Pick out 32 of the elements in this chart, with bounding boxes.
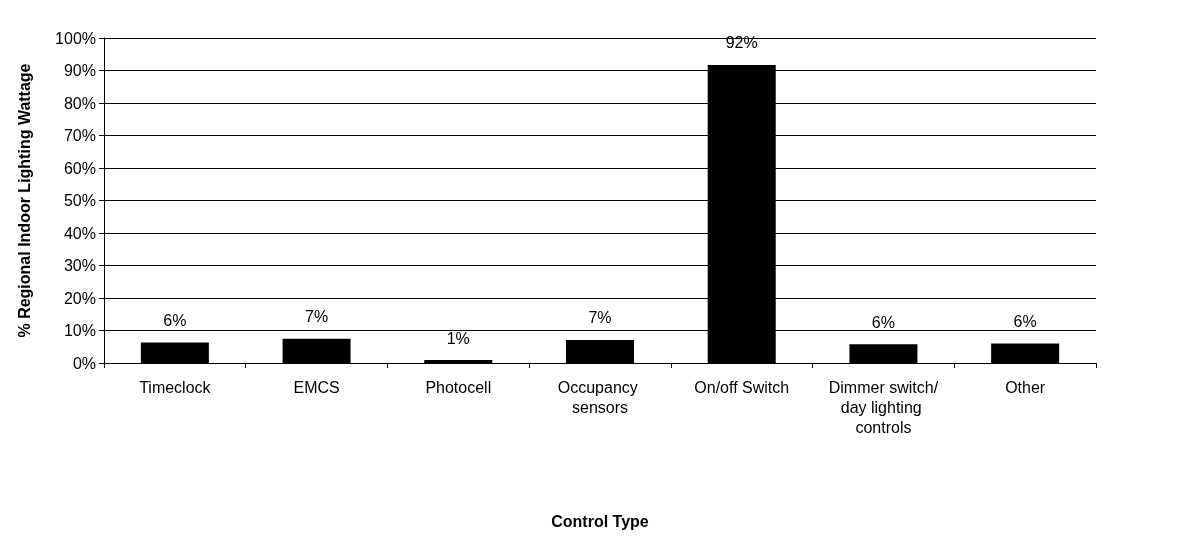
y-tick-label: 70% (63, 127, 96, 144)
y-tick-label: 80% (63, 94, 96, 112)
y-tick-label: 20% (63, 289, 96, 307)
bar (282, 338, 351, 363)
x-tick-label: Photocell (425, 378, 492, 396)
x-tick-label: Other (1005, 378, 1046, 396)
data-label: 7% (305, 308, 329, 326)
x-tick-label: On/off Switch (694, 378, 790, 396)
x-tick-label: EMCS (293, 378, 340, 396)
y-tick-label: 100% (55, 29, 96, 47)
y-tick-label: 30% (63, 257, 96, 274)
bar (424, 360, 493, 363)
bar (849, 344, 918, 363)
bar (991, 343, 1060, 363)
y-tick-label: 0% (72, 354, 96, 372)
y-tick-label: 40% (63, 224, 96, 242)
y-axis-title: % Regional Indoor Lighting Wattage (15, 63, 33, 338)
x-tick-label: Dimmer switch/day lighting controls (828, 378, 939, 436)
y-tick-label: 50% (63, 192, 96, 209)
y-tick-label: 60% (63, 159, 96, 177)
x-axis-title: Control Type (551, 512, 649, 530)
data-label: 7% (588, 309, 612, 327)
y-tick-label: 10% (63, 322, 96, 339)
y-tick-label: 90% (63, 62, 96, 79)
data-label: 6% (871, 313, 895, 331)
x-tick-label: Occupancy sensors (557, 378, 643, 416)
x-tick-label: Timeclock (139, 378, 212, 396)
data-label: 6% (1013, 313, 1037, 330)
bar (565, 339, 635, 363)
data-label: 6% (163, 312, 187, 330)
data-label: 1% (446, 329, 470, 347)
bar (140, 342, 209, 363)
